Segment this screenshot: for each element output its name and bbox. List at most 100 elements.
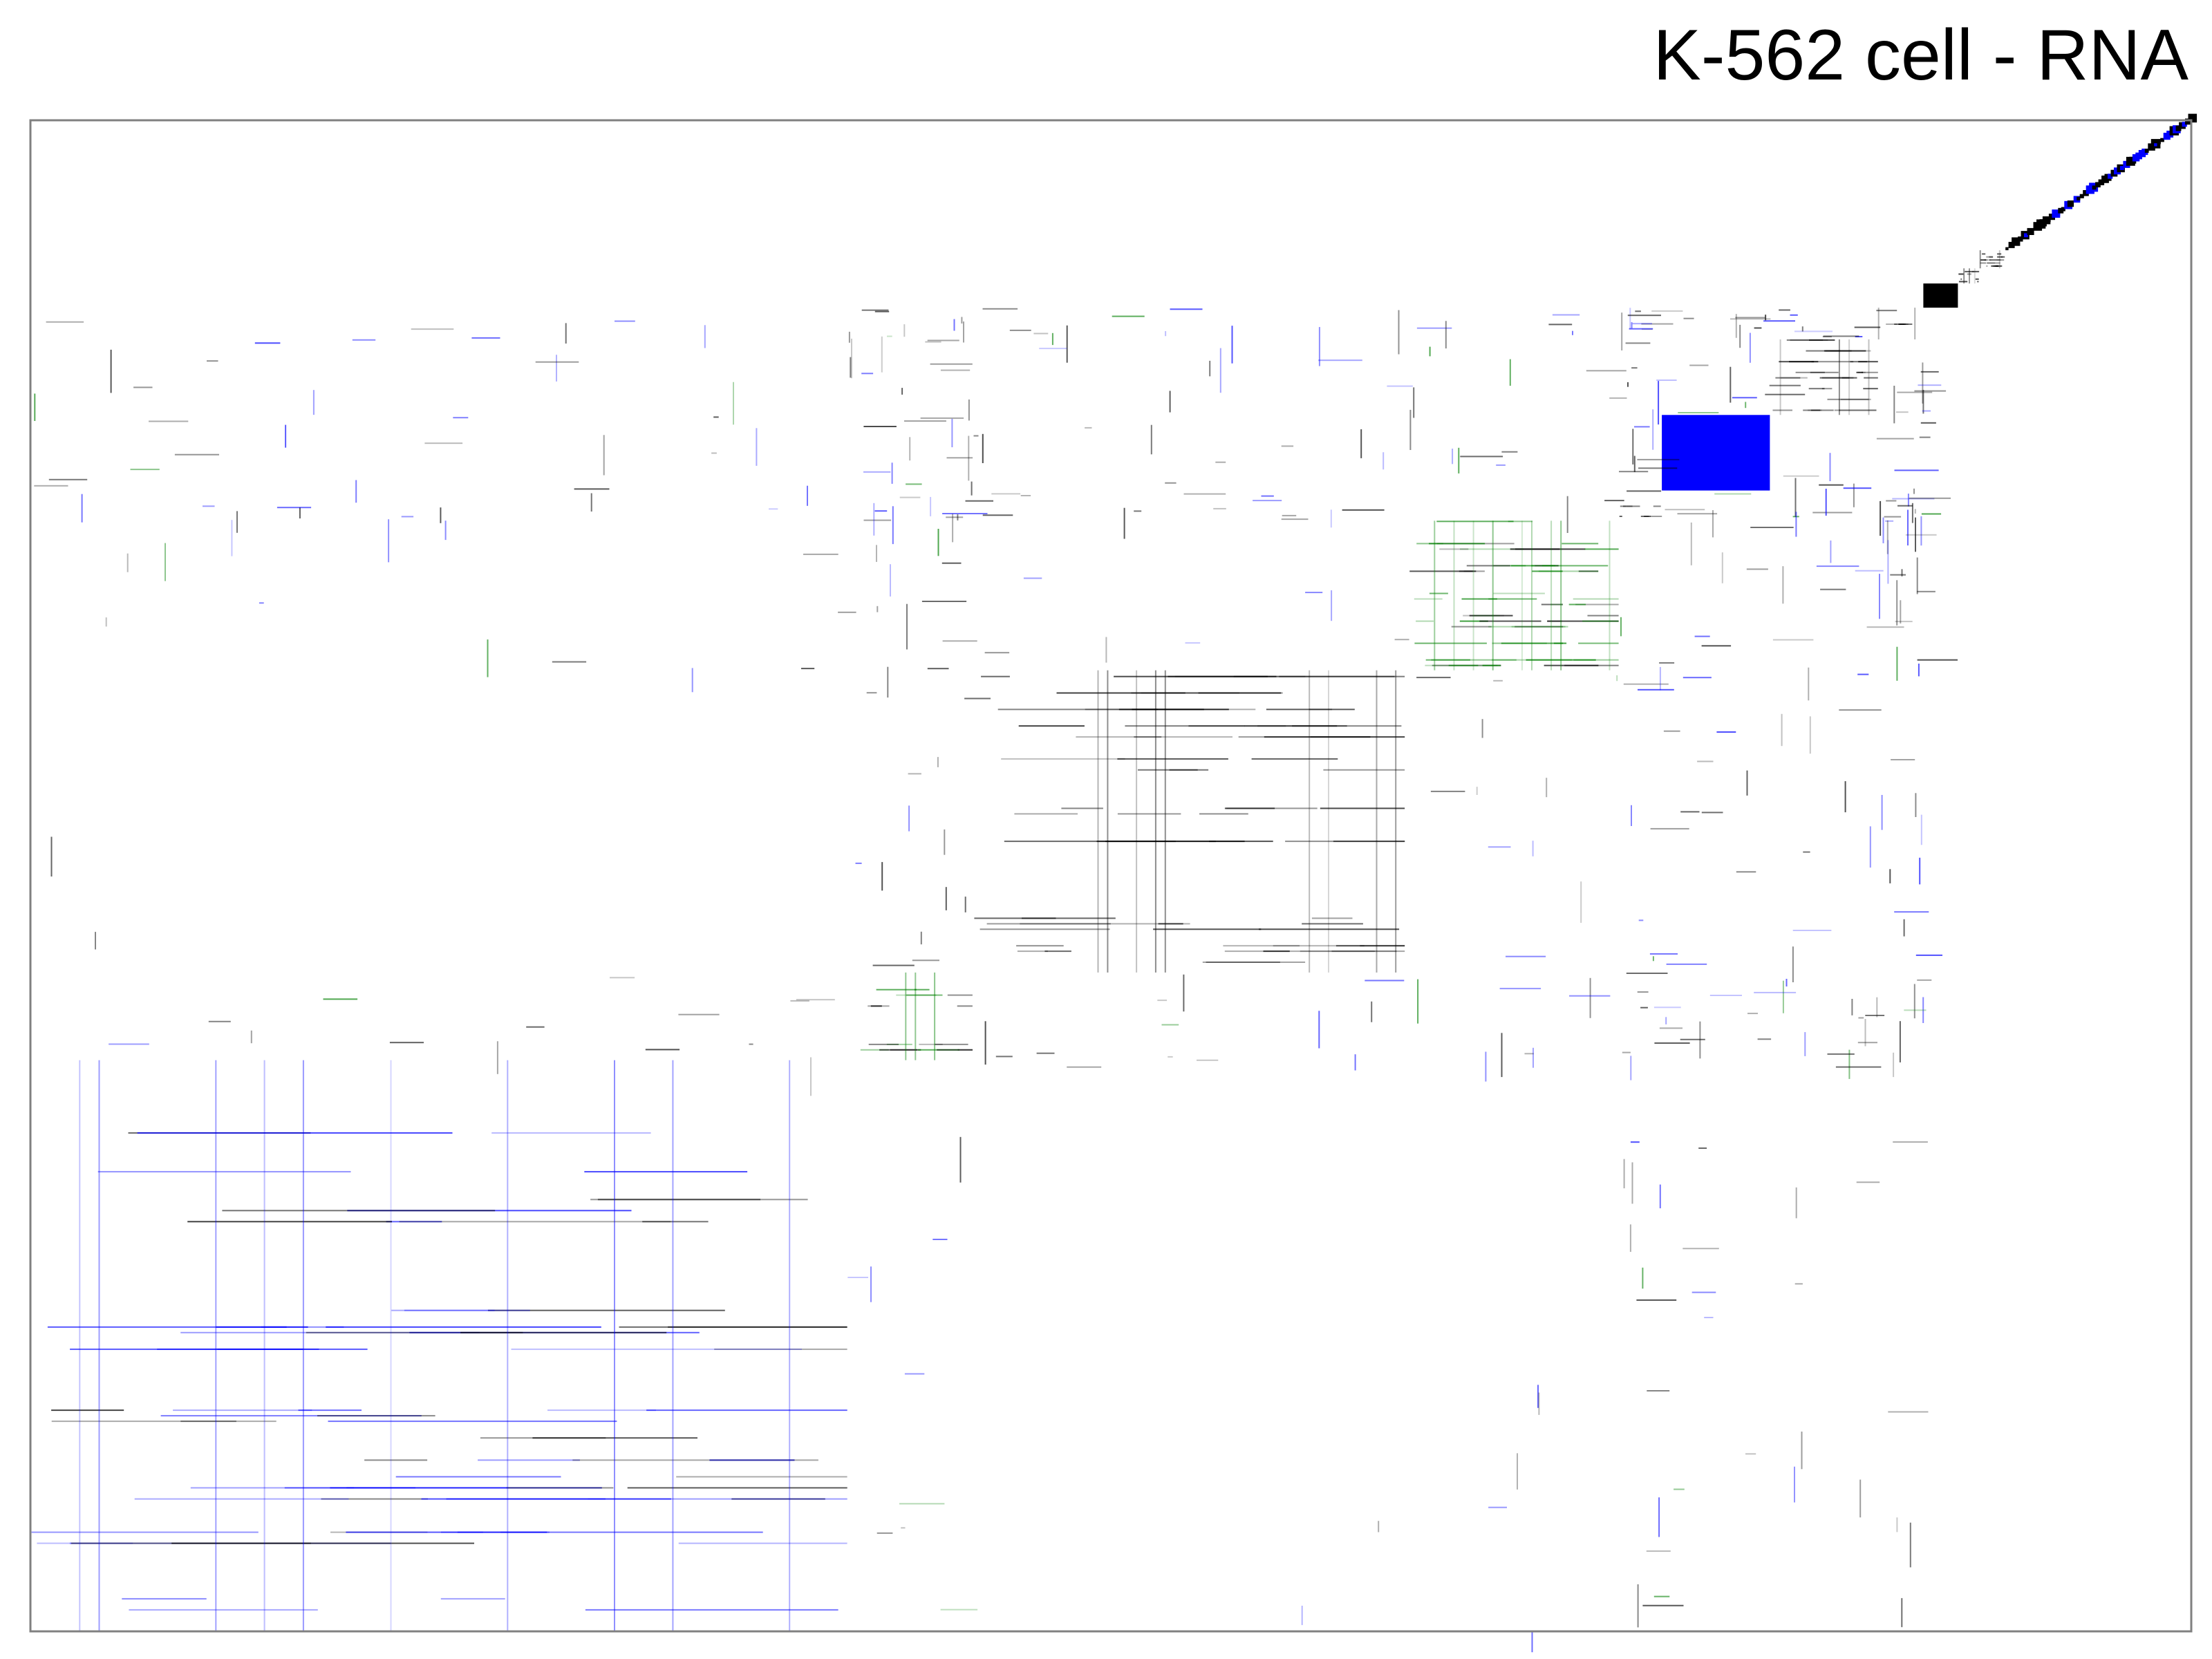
- off-diagonal-mark: [1916, 557, 1918, 594]
- off-diagonal-mark: [1658, 1497, 1660, 1537]
- cluster-block-3-row: [1117, 813, 1181, 815]
- off-diagonal-mark: [1548, 324, 1573, 326]
- cluster-block-4-row: [1463, 615, 1504, 617]
- cluster-block-2-row: [937, 1049, 973, 1051]
- off-diagonal-mark: [1517, 1453, 1518, 1490]
- off-diagonal-mark: [1922, 410, 1931, 412]
- cluster-block-3-row: [1016, 945, 1064, 947]
- off-diagonal-mark: [1754, 327, 1762, 329]
- off-diagonal-mark: [1638, 688, 1674, 691]
- cluster-block-4-row: [1511, 626, 1566, 628]
- off-diagonal-mark: [952, 514, 954, 543]
- off-diagonal-mark: [866, 692, 877, 694]
- cluster-block-4-row: [1575, 603, 1619, 606]
- cluster-block-12-cell: [2157, 140, 2161, 144]
- cluster-block-2-col: [905, 972, 907, 1060]
- off-diagonal-mark: [203, 505, 215, 507]
- cluster-block-1-row: [180, 1331, 480, 1333]
- off-diagonal-mark: [1627, 490, 1662, 492]
- cluster-block-4-col: [1560, 521, 1562, 671]
- off-diagonal-mark: [1632, 429, 1634, 465]
- off-diagonal-mark: [1630, 1141, 1640, 1143]
- off-diagonal-mark: [1911, 503, 1913, 523]
- off-diagonal-mark: [1683, 1248, 1719, 1250]
- off-diagonal-mark: [1697, 760, 1714, 762]
- off-diagonal-mark: [105, 617, 107, 627]
- off-diagonal-mark: [174, 453, 219, 456]
- off-diagonal-mark: [1629, 308, 1631, 329]
- cluster-block-1-col: [390, 1060, 392, 1631]
- off-diagonal-mark: [1794, 1466, 1795, 1503]
- off-diagonal-mark: [870, 1266, 872, 1302]
- off-diagonal-mark: [1851, 999, 1853, 1015]
- cluster-block-3-row: [1209, 841, 1245, 843]
- cluster-block-4-col: [1531, 521, 1533, 671]
- cluster-block-7-row: [1772, 409, 1792, 411]
- off-diagonal-mark: [901, 388, 903, 395]
- off-diagonal-mark: [1665, 509, 1705, 511]
- off-diagonal-mark: [1903, 919, 1905, 937]
- off-diagonal-mark: [908, 773, 921, 775]
- cluster-block-4-row: [1584, 548, 1619, 550]
- cluster-block-7-row: [1795, 371, 1825, 373]
- cluster-block-1-col: [614, 1060, 615, 1631]
- off-diagonal-mark: [444, 521, 447, 541]
- off-diagonal-mark: [733, 382, 734, 425]
- off-diagonal-mark: [388, 519, 390, 563]
- off-diagonal-mark: [1631, 805, 1632, 826]
- off-diagonal-mark: [1626, 973, 1668, 974]
- cluster-block-1-row: [532, 1437, 697, 1439]
- cluster-block-5-row: [1619, 516, 1622, 517]
- off-diagonal-mark: [1745, 402, 1747, 409]
- cluster-block-4-col: [1492, 521, 1494, 671]
- off-diagonal-mark: [1653, 1006, 1681, 1009]
- cluster-block-3-col: [1328, 670, 1329, 973]
- off-diagonal-mark: [1913, 984, 1915, 1019]
- off-diagonal-mark: [1803, 851, 1810, 853]
- cluster-block-7-row: [1810, 371, 1839, 373]
- off-diagonal-mark: [1904, 1009, 1927, 1011]
- off-diagonal-mark: [1920, 814, 1922, 845]
- off-diagonal-mark: [1219, 348, 1221, 393]
- off-diagonal-mark: [957, 514, 959, 521]
- off-diagonal-mark: [1909, 497, 1951, 499]
- off-diagonal-mark: [1020, 495, 1031, 496]
- cluster-block-12-cell: [2160, 138, 2164, 142]
- off-diagonal-mark: [1827, 1053, 1855, 1055]
- off-diagonal-mark: [1820, 588, 1846, 590]
- off-diagonal-mark: [1631, 1162, 1633, 1204]
- off-diagonal-mark: [1301, 1605, 1303, 1625]
- cluster-block-4-row: [1544, 664, 1599, 666]
- cluster-block-1-row: [47, 1326, 287, 1328]
- cluster-block-3-row: [1202, 962, 1306, 963]
- cluster-block-10-row: [1958, 273, 1964, 275]
- cluster-block-9: [1923, 283, 1958, 308]
- cluster-block-2-row: [868, 1043, 899, 1045]
- cluster-block-4-row: [1541, 603, 1563, 606]
- cluster-block-11-row: [1997, 265, 2003, 267]
- off-diagonal-mark: [1782, 566, 1784, 604]
- cluster-block-4-row: [1510, 565, 1535, 567]
- off-diagonal-mark: [1531, 1630, 1533, 1653]
- cluster-block-1-row: [714, 1348, 847, 1350]
- off-diagonal-mark: [1656, 379, 1677, 381]
- off-diagonal-mark: [109, 1043, 149, 1045]
- off-diagonal-mark: [1330, 509, 1332, 528]
- off-diagonal-mark: [1735, 317, 1765, 319]
- off-diagonal-mark: [1889, 869, 1891, 883]
- cluster-block-4-row: [1573, 659, 1619, 661]
- cluster-block-3-row: [1285, 841, 1405, 843]
- off-diagonal-mark: [959, 1136, 962, 1183]
- off-diagonal-mark: [1816, 565, 1859, 568]
- off-diagonal-mark: [1829, 453, 1831, 482]
- off-diagonal-mark: [1792, 946, 1794, 982]
- off-diagonal-mark: [1658, 381, 1660, 425]
- off-diagonal-mark: [1629, 328, 1653, 330]
- off-diagonal-mark: [1859, 1479, 1862, 1518]
- off-diagonal-mark: [34, 485, 68, 487]
- off-diagonal-mark: [921, 601, 967, 602]
- off-diagonal-mark: [904, 420, 946, 422]
- cluster-block-4-row: [1493, 592, 1545, 594]
- off-diagonal-mark: [873, 503, 875, 536]
- off-diagonal-mark: [1632, 323, 1652, 325]
